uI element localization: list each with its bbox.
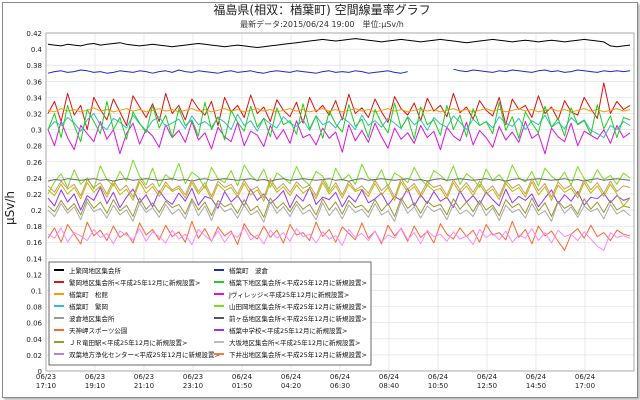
x-tick-label: 01:50 [232,382,252,390]
y-tick-label: 0.2 [31,207,42,215]
y-tick-label: 0.4 [31,46,43,54]
series-line-16 [47,197,631,218]
y-tick-label: 0.42 [26,30,42,38]
y-tick-label: 0 [38,368,42,376]
y-tick-label: 0.26 [26,159,42,167]
x-tick-label: 06/24 [379,373,400,381]
x-tick-label: 06/24 [428,373,449,381]
legend-label: 下井出地区集会所<平成25年12月に新規設置> [229,350,367,359]
y-tick-label: 0.14 [26,255,42,263]
series-line-4 [47,120,631,155]
legend-label: 楢葉町 松館 [69,290,109,299]
y-tick-label: 0.28 [26,143,42,151]
x-tick-label: 19:10 [85,382,105,390]
x-tick-label: 23:10 [183,382,203,390]
y-tick-labels: 0 0.02 0.04 0.06 0.08 0.1 0.12 0.14 0.16 0.18 0.2 0… [26,30,42,376]
legend-label: ＪＲ竜田駅<平成25年12月に新規設置> [69,338,187,347]
x-tick-label: 12:50 [477,382,497,390]
legend-label: 大坂地区集会所<平成25年12月に新規設置> [229,338,360,347]
x-tick-label: 06/24 [477,373,498,381]
x-tick-label: 08:40 [379,382,399,390]
y-tick-label: 0.36 [26,78,42,86]
y-tick-label: 0.16 [26,239,42,247]
y-tick-label: 0.08 [26,304,42,312]
chart-title: 福島県(相双：楢葉町) 空間線量率グラフ [213,2,430,17]
x-tick-label: 10:50 [428,382,448,390]
series-line-6 [47,113,631,139]
x-tick-label: 06/23 [183,373,203,381]
y-tick-label: 0.22 [26,191,42,199]
y-tick-label: 0.3 [31,127,42,135]
y-tick-label: 0.06 [26,320,42,328]
y-tick-label: 0.18 [26,223,42,231]
y-tick-label: 0.02 [26,352,42,360]
y-tick-label: 0.12 [26,271,42,279]
x-tick-label: 06/24 [330,373,351,381]
legend-label: 双葉地方浄化センター<平成25年12月に新規設置> [69,350,220,359]
legend-label: Jヴィレッジ<平成25年12月に新規設置> [228,290,349,299]
x-tick-label: 21:10 [134,382,154,390]
legend-label: 波倉地区集会所 [69,314,115,323]
legend-label: 山田岡地区集会所<平成25年12月に新規設置> [229,302,367,311]
y-tick-label: 0.34 [26,94,42,102]
series-line-8 [47,159,631,195]
y-tick-label: 0.1 [31,288,42,296]
legend-label: 楢葉下地区集会所<平成25年12月に新規設置> [229,278,367,287]
x-tick-label: 06/23 [36,373,56,381]
legend-label: 上繁岡地区集会所 [69,266,122,275]
series-line-7 [47,100,631,143]
x-tick-label: 06/24 [526,373,547,381]
plot-area-border [45,32,635,372]
x-tick-label: 14:50 [526,382,546,390]
x-tick-label: 06/24 [575,373,596,381]
series-line-15 [47,181,631,207]
legend-label: 楢葉町 繁岡 [69,302,108,311]
series-line-11 [47,220,631,251]
x-tick-label: 06/23 [85,373,105,381]
series-line-2 [47,68,631,74]
x-tick-label: 06/23 [134,373,154,381]
x-tick-label: 17:00 [575,382,595,390]
legend-label: 楢葉町 波倉 [229,266,269,275]
series-line-5 [47,107,631,113]
x-tick-labels: 06/2317:1006/2319:1006/2321:1006/2323:10… [36,373,596,390]
legend-label: 繁岡地区集会所<平成25年12月に新規設置> [69,278,200,287]
x-tick-label: 06:30 [330,382,350,390]
series-line-14 [47,178,631,199]
series-line-13 [47,227,631,251]
y-tick-label: 0.38 [26,62,42,70]
y-axis-label: μSv/h [3,191,17,225]
x-tick-label: 17:10 [36,382,56,390]
y-tick-label: 0.24 [26,175,42,183]
chart-subtitle: 最新データ:2015/06/24 19:00 単位:μSv/h [240,19,404,29]
x-tick-label: 06/24 [281,373,302,381]
legend-label: 楢葉中学校<平成25年12月に新規設置> [229,326,347,335]
series-lines [47,38,631,251]
series-line-10 [47,187,631,211]
series-line-12 [47,200,631,223]
legend-box [48,261,372,366]
series-line-1 [47,38,631,48]
series-line-9 [47,178,631,182]
y-tick-label: 0.04 [26,336,42,344]
y-tick-label: 0.32 [26,110,42,118]
x-tick-label: 04:20 [281,382,301,390]
legend-label: 前ヶ岳地区集会所<平成25年12月に新規設置> [229,314,367,323]
x-tick-label: 06/24 [232,373,253,381]
legend-label: 天神岬スポーツ公園 [69,326,127,335]
